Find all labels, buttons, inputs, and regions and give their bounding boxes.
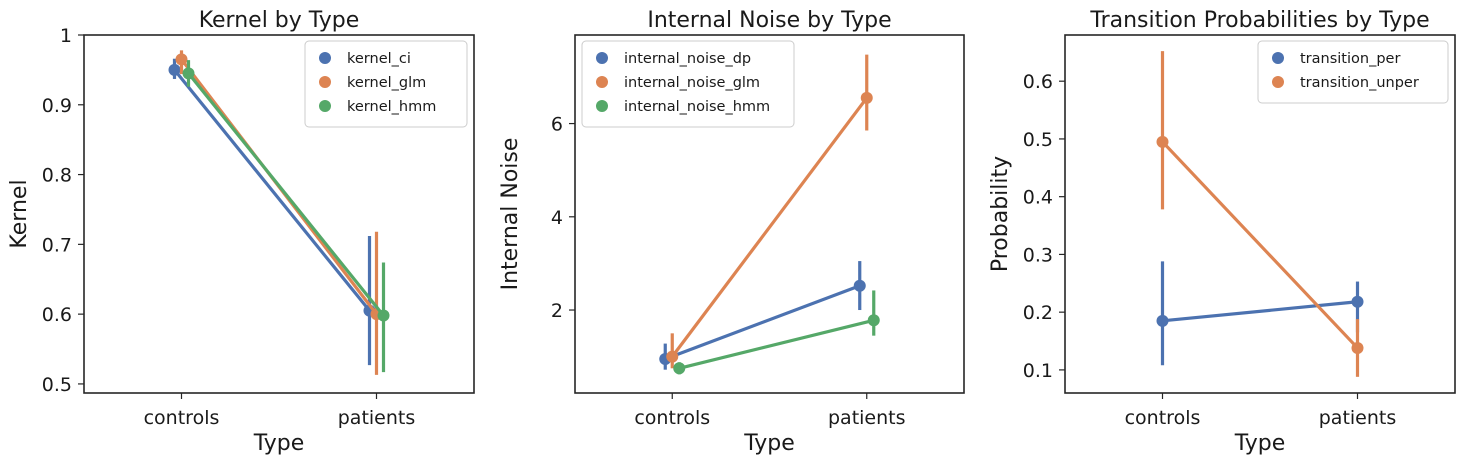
chart-panel-2: Internal Noise by Type 2 4 6 controls patient… xyxy=(498,8,965,456)
data-point xyxy=(1156,314,1169,327)
legend-label: transition_per xyxy=(1300,51,1400,67)
series-internal_noise_glm xyxy=(666,54,873,369)
y-tick-label: 2 xyxy=(551,300,563,322)
chart-panel-3: Transition Probabilities by Type0.10.20.… xyxy=(988,8,1456,456)
legend-label: transition_unper xyxy=(1300,75,1419,91)
data-point xyxy=(867,314,880,327)
data-point xyxy=(175,53,188,66)
legend-marker xyxy=(1272,52,1284,64)
y-axis-label: Internal Noise xyxy=(498,138,523,291)
y-tick-label: 0.2 xyxy=(1023,302,1053,324)
x-axis-label: Type xyxy=(743,431,795,456)
chart-title: Transition Probabilities by Type xyxy=(1089,8,1429,33)
x-tick-label: patients xyxy=(828,407,906,429)
y-tick-label: 4 xyxy=(551,207,563,229)
legend-label: kernel_glm xyxy=(347,75,426,91)
data-point xyxy=(1351,341,1364,354)
y-tick-label: 0.8 xyxy=(42,165,72,187)
axes-frame xyxy=(574,34,965,394)
data-point xyxy=(666,350,679,363)
x-axis-label: Type xyxy=(1234,431,1286,456)
data-point xyxy=(860,91,873,104)
series-line xyxy=(678,318,875,370)
legend-marker xyxy=(1272,76,1284,88)
x-tick-label: patients xyxy=(1319,407,1397,429)
data-point xyxy=(377,309,390,322)
y-axis-label: Kernel xyxy=(7,179,32,248)
chart-title: Kernel by Type xyxy=(199,8,360,33)
legend-label: internal_noise_hmm xyxy=(624,99,770,115)
chart-title: Internal Noise by Type xyxy=(647,8,891,33)
legend: transition_per transition_unper xyxy=(1257,40,1449,104)
y-tick-label: 0.7 xyxy=(42,234,72,256)
data-point xyxy=(853,279,866,292)
legend-frame xyxy=(304,40,468,128)
legend: kernel_ci kernel_glm kernel_hmm xyxy=(304,40,468,128)
y-tick-label: 1 xyxy=(60,25,72,47)
y-tick-label: 0.6 xyxy=(42,304,72,326)
legend-marker xyxy=(319,52,331,64)
data-point xyxy=(1351,295,1364,308)
data-point xyxy=(673,362,686,375)
legend: internal_noise_dp internal_noise_glminter… xyxy=(581,40,795,128)
series-internal_noise_dp xyxy=(659,261,866,370)
x-tick-label: controls xyxy=(634,407,710,429)
series-line xyxy=(670,96,869,358)
y-tick-label: 0.3 xyxy=(1023,244,1053,266)
x-tick-label: patients xyxy=(338,407,416,429)
y-tick-label: 0.5 xyxy=(42,374,72,396)
y-tick-label: 0.5 xyxy=(1023,129,1053,151)
chart-panel-1: Kernel by Type 0.5 0.6 0.7 0.8 0.9 1 controls pa… xyxy=(7,8,475,456)
y-tick-label: 6 xyxy=(551,114,563,136)
series-line xyxy=(1162,300,1358,323)
series-transition_unper xyxy=(1156,51,1364,377)
series-line xyxy=(173,68,371,312)
legend-marker xyxy=(596,52,608,64)
y-axis-ticks: 0.5 0.6 0.7 0.8 0.9 1 xyxy=(42,25,84,396)
data-point xyxy=(168,63,181,76)
x-axis-label: Type xyxy=(253,431,305,456)
data-point xyxy=(1156,135,1169,148)
series-line xyxy=(1161,140,1359,350)
y-tick-label: 0.1 xyxy=(1023,360,1053,382)
legend-frame xyxy=(1257,40,1449,104)
series-internal_noise_hmm xyxy=(673,290,880,375)
axes-frame xyxy=(83,34,475,394)
y-axis-ticks: 0.1 0.2 0.3 0.4 0.5 0.6 xyxy=(1023,71,1065,382)
legend-marker xyxy=(596,100,608,112)
legend-label: kernel_ci xyxy=(347,51,411,67)
series-line xyxy=(664,284,861,361)
series-kernel_hmm xyxy=(182,60,390,373)
legend-marker xyxy=(319,76,331,88)
x-tick-label: controls xyxy=(1125,407,1201,429)
legend-label: internal_noise_glm xyxy=(624,75,760,91)
y-axis-ticks: 2 4 6 xyxy=(551,114,575,322)
x-tick-label: controls xyxy=(144,407,220,429)
legend-frame xyxy=(581,40,795,128)
legend-label: internal_noise_dp xyxy=(624,51,751,67)
series-line xyxy=(187,72,385,317)
legend-marker xyxy=(596,76,608,88)
legend-label: kernel_hmm xyxy=(347,99,436,115)
y-tick-label: 0.4 xyxy=(1023,187,1053,209)
y-tick-label: 0.9 xyxy=(42,95,72,117)
y-axis-label: Probability xyxy=(988,156,1013,272)
data-point xyxy=(182,67,195,80)
axes-frame xyxy=(1064,34,1456,394)
legend-marker xyxy=(319,100,331,112)
y-tick-label: 0.6 xyxy=(1023,71,1053,93)
series-transition_per xyxy=(1156,261,1364,366)
